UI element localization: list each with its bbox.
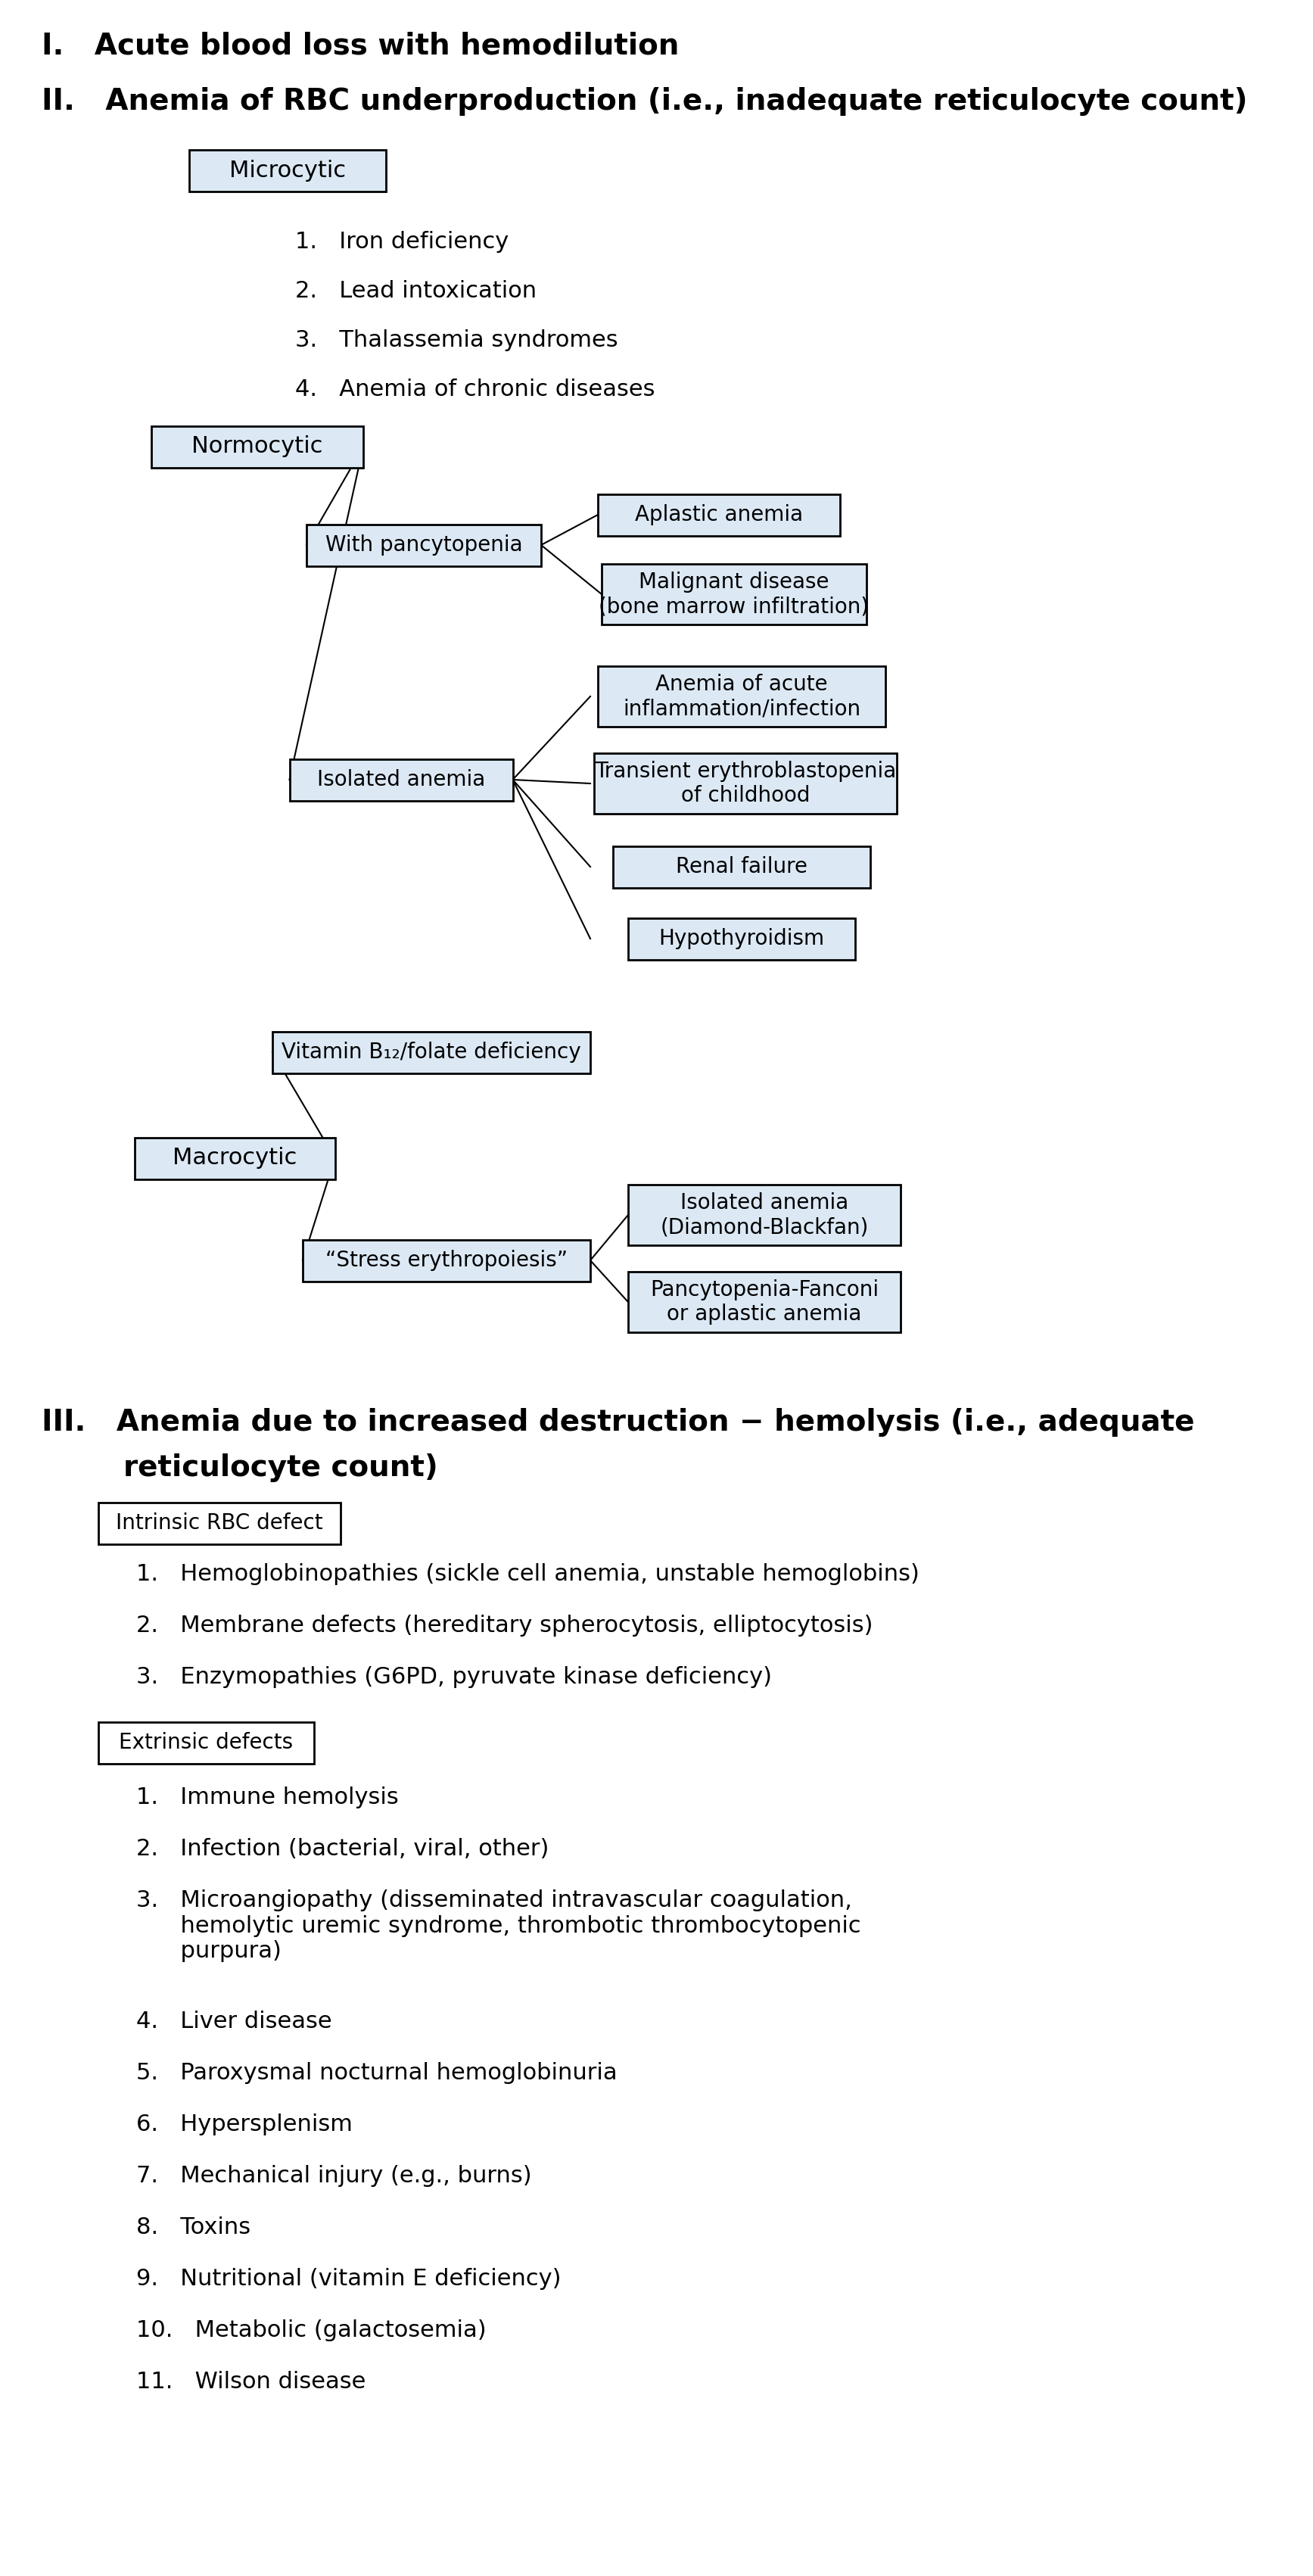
Text: reticulocyte count): reticulocyte count) <box>42 1453 439 1481</box>
FancyBboxPatch shape <box>303 1239 591 1280</box>
Text: 3.   Microangiopathy (disseminated intravascular coagulation,
      hemolytic ur: 3. Microangiopathy (disseminated intrava… <box>137 1888 861 1963</box>
Text: 2.   Membrane defects (hereditary spherocytosis, elliptocytosis): 2. Membrane defects (hereditary spherocy… <box>137 1615 873 1636</box>
FancyBboxPatch shape <box>628 1185 901 1244</box>
Text: III.   Anemia due to increased destruction − hemolysis (i.e., adequate: III. Anemia due to increased destruction… <box>42 1409 1195 1437</box>
Text: 1.   Immune hemolysis: 1. Immune hemolysis <box>137 1788 399 1808</box>
Text: 5.   Paroxysmal nocturnal hemoglobinuria: 5. Paroxysmal nocturnal hemoglobinuria <box>137 2061 617 2084</box>
Text: I.   Acute blood loss with hemodilution: I. Acute blood loss with hemodilution <box>42 31 679 62</box>
Text: With pancytopenia: With pancytopenia <box>326 533 523 556</box>
Text: 10.   Metabolic (galactosemia): 10. Metabolic (galactosemia) <box>137 2318 486 2342</box>
FancyBboxPatch shape <box>306 523 541 567</box>
FancyBboxPatch shape <box>628 917 855 958</box>
FancyBboxPatch shape <box>628 1273 901 1332</box>
FancyBboxPatch shape <box>601 564 867 623</box>
Text: Hypothyroidism: Hypothyroidism <box>659 927 825 948</box>
Text: “Stress erythropoiesis”: “Stress erythropoiesis” <box>326 1249 567 1270</box>
Text: Microcytic: Microcytic <box>230 160 345 180</box>
Text: 1.   Hemoglobinopathies (sickle cell anemia, unstable hemoglobins): 1. Hemoglobinopathies (sickle cell anemi… <box>137 1564 919 1584</box>
Text: 7.   Mechanical injury (e.g., burns): 7. Mechanical injury (e.g., burns) <box>137 2164 532 2187</box>
Text: 11.   Wilson disease: 11. Wilson disease <box>137 2370 366 2393</box>
Text: Aplastic anemia: Aplastic anemia <box>635 505 804 526</box>
FancyBboxPatch shape <box>597 495 840 536</box>
FancyBboxPatch shape <box>289 760 512 801</box>
Text: II.   Anemia of RBC underproduction (i.e., inadequate reticulocyte count): II. Anemia of RBC underproduction (i.e.,… <box>42 88 1247 116</box>
Text: Renal failure: Renal failure <box>676 855 807 878</box>
Text: 4.   Anemia of chronic diseases: 4. Anemia of chronic diseases <box>295 379 655 399</box>
Text: 1.   Iron deficiency: 1. Iron deficiency <box>295 232 508 252</box>
Text: Macrocytic: Macrocytic <box>172 1146 297 1170</box>
Text: Anemia of acute
inflammation/infection: Anemia of acute inflammation/infection <box>622 672 860 719</box>
Text: Malignant disease
(bone marrow infiltration): Malignant disease (bone marrow infiltrat… <box>599 572 869 618</box>
Text: Vitamin B₁₂/folate deficiency: Vitamin B₁₂/folate deficiency <box>282 1041 582 1064</box>
FancyBboxPatch shape <box>189 149 386 191</box>
Text: Intrinsic RBC defect: Intrinsic RBC defect <box>116 1512 323 1535</box>
FancyBboxPatch shape <box>597 667 885 726</box>
FancyBboxPatch shape <box>151 425 364 466</box>
FancyBboxPatch shape <box>593 752 897 814</box>
Text: Normocytic: Normocytic <box>192 435 323 459</box>
FancyBboxPatch shape <box>272 1030 591 1074</box>
Text: Pancytopenia-Fanconi
or aplastic anemia: Pancytopenia-Fanconi or aplastic anemia <box>650 1280 878 1324</box>
Text: 2.   Lead intoxication: 2. Lead intoxication <box>295 281 537 301</box>
FancyBboxPatch shape <box>613 845 871 889</box>
Text: 4.   Liver disease: 4. Liver disease <box>137 2009 332 2032</box>
Text: 8.   Toxins: 8. Toxins <box>137 2215 251 2239</box>
Text: 3.   Enzymopathies (G6PD, pyruvate kinase deficiency): 3. Enzymopathies (G6PD, pyruvate kinase … <box>137 1667 772 1687</box>
Text: 9.   Nutritional (vitamin E deficiency): 9. Nutritional (vitamin E deficiency) <box>137 2267 561 2290</box>
Text: Isolated anemia
(Diamond-Blackfan): Isolated anemia (Diamond-Blackfan) <box>660 1193 868 1239</box>
Text: Isolated anemia: Isolated anemia <box>316 770 486 791</box>
Text: 6.   Hypersplenism: 6. Hypersplenism <box>137 2112 353 2136</box>
Text: 3.   Thalassemia syndromes: 3. Thalassemia syndromes <box>295 330 618 350</box>
Text: 2.   Infection (bacterial, viral, other): 2. Infection (bacterial, viral, other) <box>137 1837 549 1860</box>
Text: Extrinsic defects: Extrinsic defects <box>119 1731 293 1754</box>
FancyBboxPatch shape <box>134 1139 335 1180</box>
Text: Transient erythroblastopenia
of childhood: Transient erythroblastopenia of childhoo… <box>595 760 895 806</box>
